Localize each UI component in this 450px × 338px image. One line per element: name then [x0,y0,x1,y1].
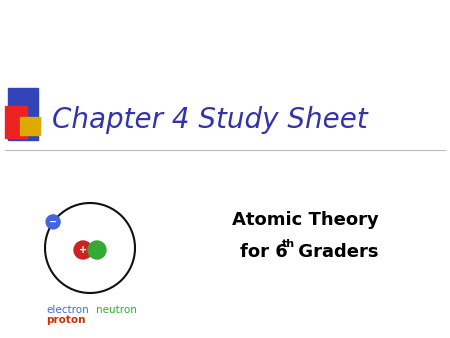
Text: Graders: Graders [292,243,378,261]
Text: electron: electron [46,305,89,315]
Text: Chapter 4 Study Sheet: Chapter 4 Study Sheet [52,106,368,134]
Ellipse shape [88,241,106,259]
Text: −: − [49,217,57,227]
Bar [8,88,38,140]
Text: proton: proton [46,315,86,325]
Text: neutron: neutron [96,305,137,315]
Ellipse shape [74,241,92,259]
Text: th: th [282,239,295,249]
Text: for 6: for 6 [240,243,288,261]
Text: Atomic Theory: Atomic Theory [232,211,378,229]
Text: +: + [79,245,87,255]
Ellipse shape [46,215,60,229]
Bar [5,106,27,138]
Bar [20,117,40,135]
